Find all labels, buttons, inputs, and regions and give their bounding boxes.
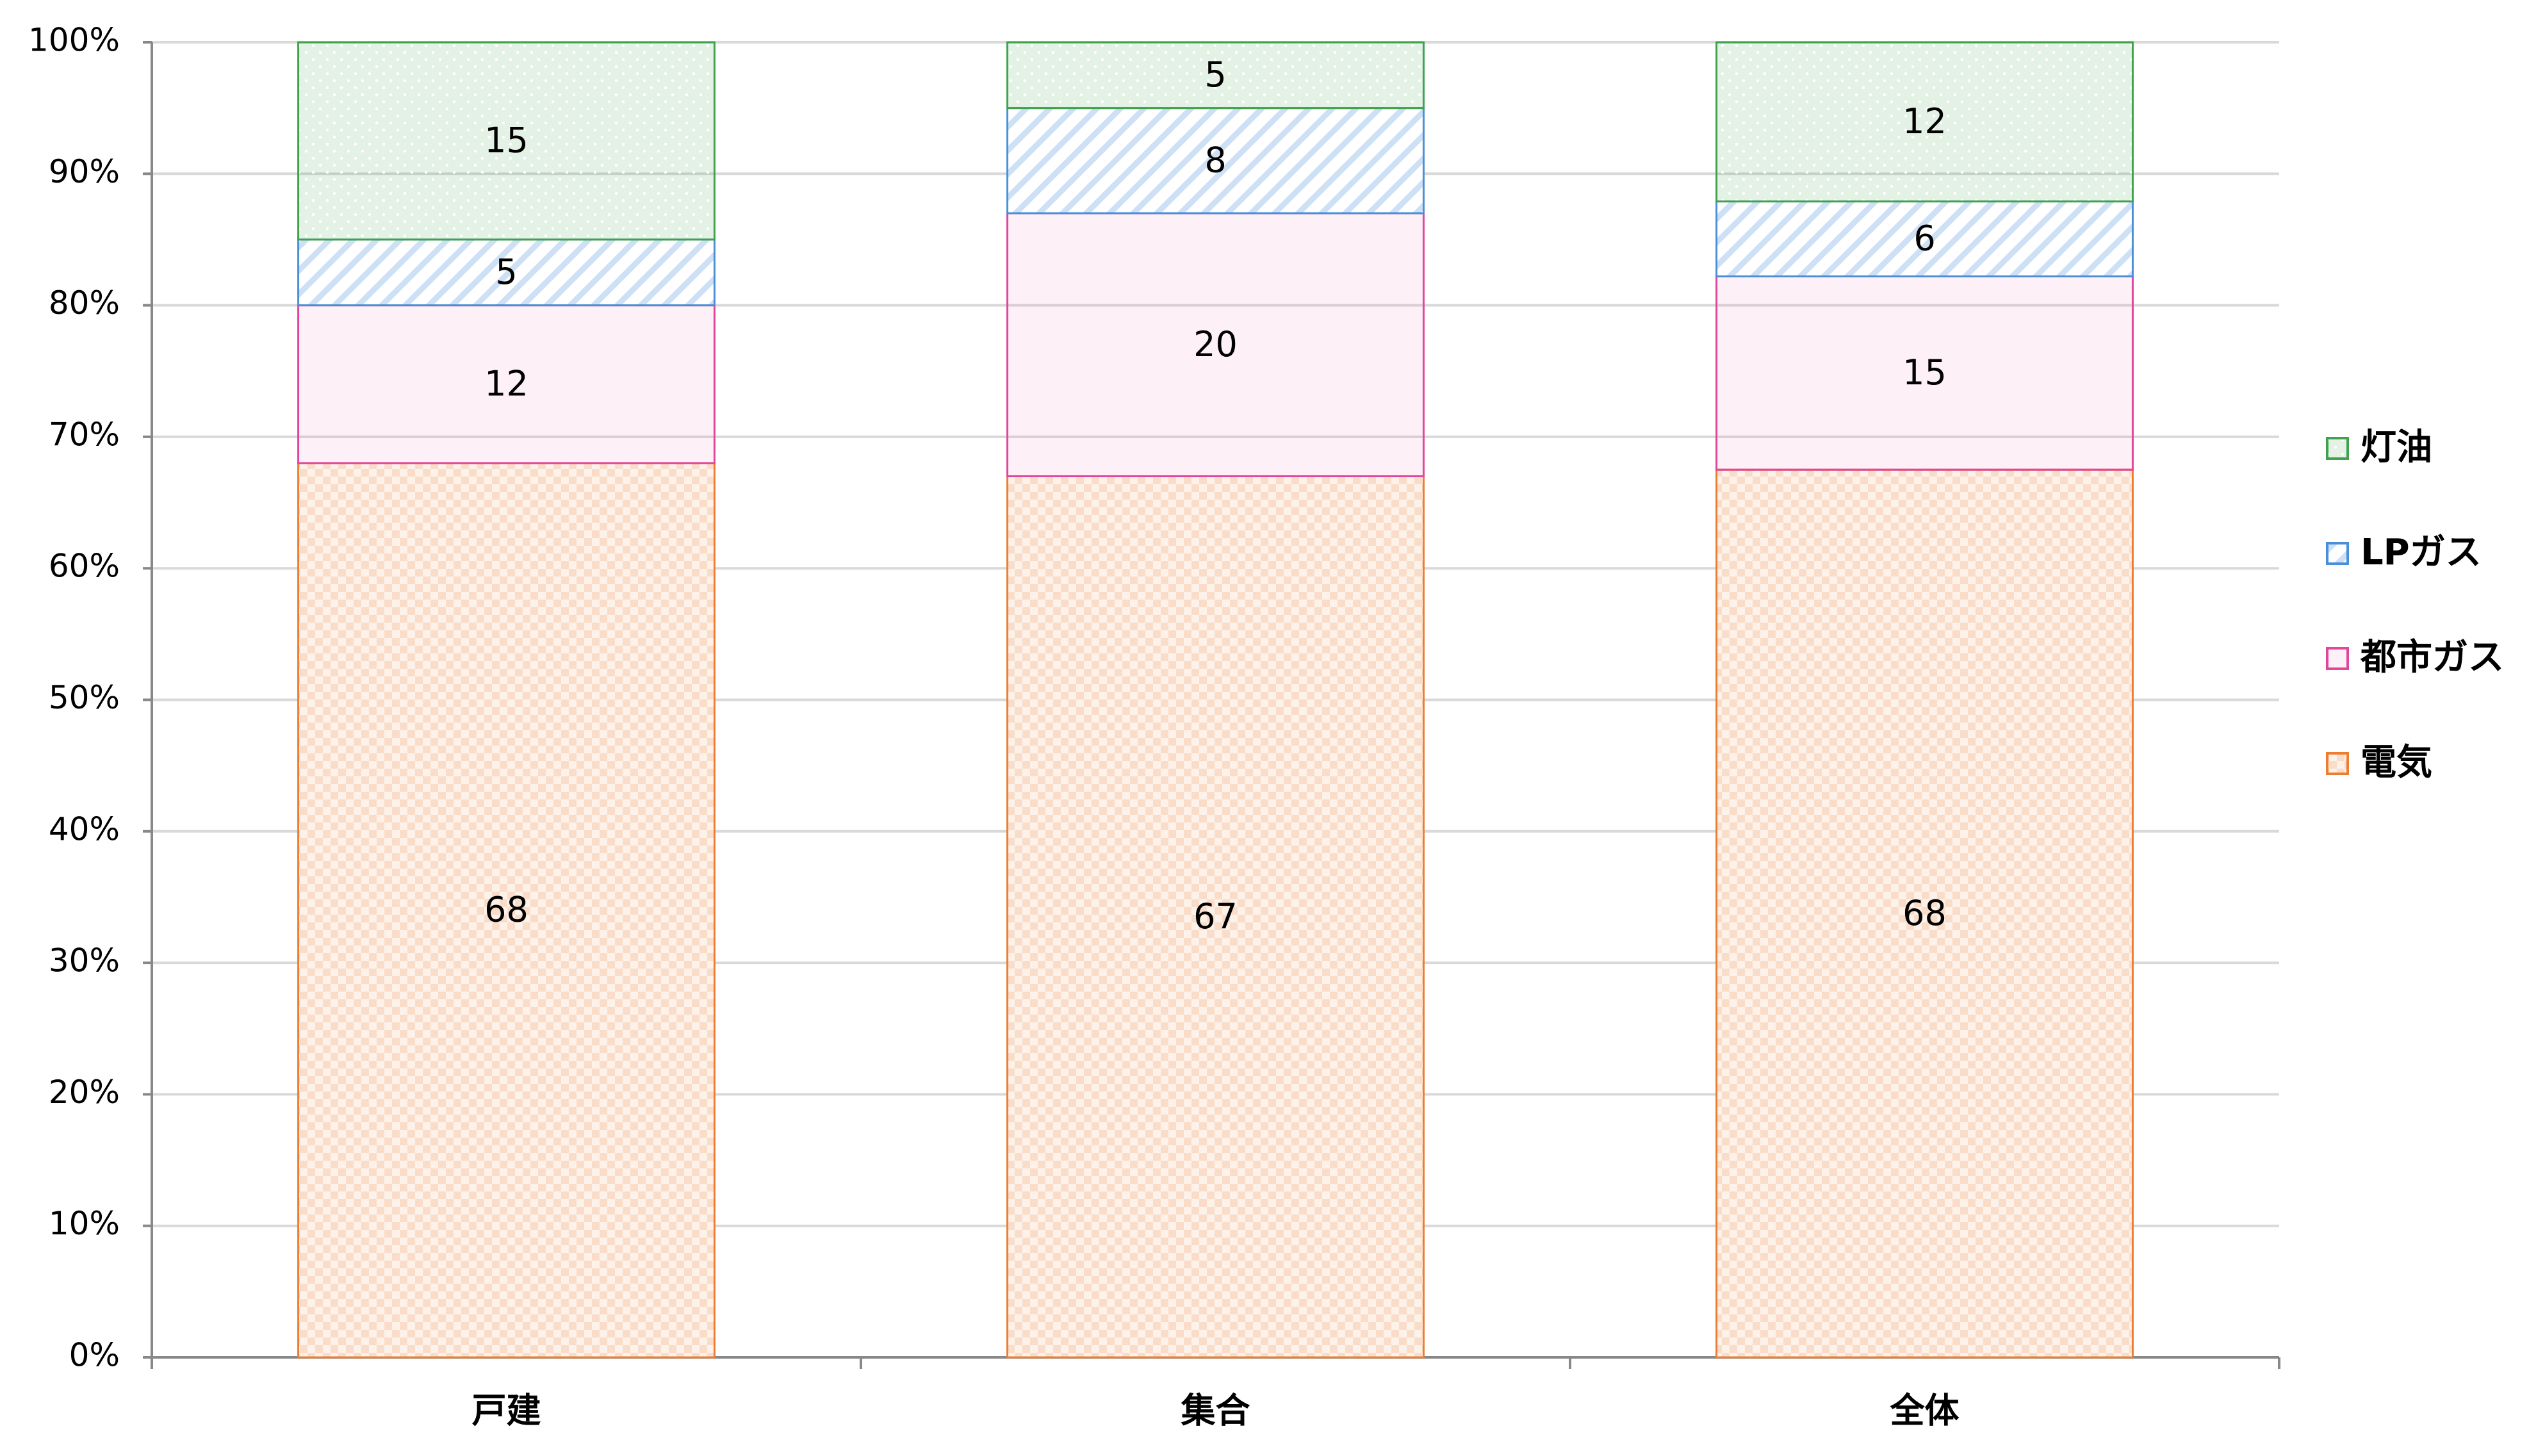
data-label: 15 (1903, 352, 1947, 393)
legend-marker (2326, 542, 2349, 565)
bar-segment (1006, 107, 1425, 215)
bar-segment (297, 304, 716, 464)
bar-segment (1715, 468, 2134, 1359)
bar-segment (1715, 275, 2134, 471)
y-tick-label: 30% (49, 942, 120, 979)
legend-marker (2326, 437, 2349, 460)
x-tick-label: 全体 (1890, 1391, 1960, 1431)
legend-label: 灯油 (2361, 427, 2432, 468)
bar-segment (297, 41, 716, 241)
bar-segment (297, 462, 716, 1359)
y-tick-label: 50% (49, 679, 120, 716)
data-label: 67 (1193, 896, 1238, 937)
legend-label: 都市ガス (2360, 637, 2504, 678)
data-label: 12 (484, 363, 528, 404)
y-tick-label: 80% (49, 284, 120, 322)
bar-segment (1715, 41, 2134, 202)
x-tick-label: 集合 (1181, 1391, 1250, 1431)
data-label: 68 (1903, 893, 1947, 933)
legend-label: 電気 (2361, 742, 2432, 783)
data-label: 12 (1903, 101, 1947, 142)
data-label: 15 (484, 120, 528, 161)
bar-segment (1006, 41, 1425, 110)
y-tick-label: 100% (28, 22, 120, 59)
y-tick-label: 70% (49, 416, 120, 453)
legend-marker (2326, 752, 2349, 775)
data-label: 6 (1913, 218, 1935, 259)
legend-marker (2326, 647, 2349, 670)
data-label: 20 (1193, 324, 1238, 364)
y-tick-label: 60% (49, 548, 120, 585)
data-label: 5 (1204, 54, 1226, 95)
y-tick-label: 40% (49, 810, 120, 847)
bar-segment (297, 238, 716, 307)
y-tick-label: 0% (69, 1337, 120, 1374)
bar-segment (1006, 475, 1425, 1359)
legend-label: LPガス (2361, 532, 2482, 573)
bar-segment (1006, 212, 1425, 477)
x-tick-label: 戸建 (472, 1391, 541, 1431)
data-label: 5 (495, 252, 517, 292)
y-tick-label: 20% (49, 1074, 120, 1111)
y-tick-label: 10% (49, 1205, 120, 1242)
data-label: 8 (1204, 140, 1226, 180)
y-tick-label: 90% (49, 153, 120, 190)
bar-segment (1715, 200, 2134, 277)
data-label: 68 (484, 890, 528, 930)
